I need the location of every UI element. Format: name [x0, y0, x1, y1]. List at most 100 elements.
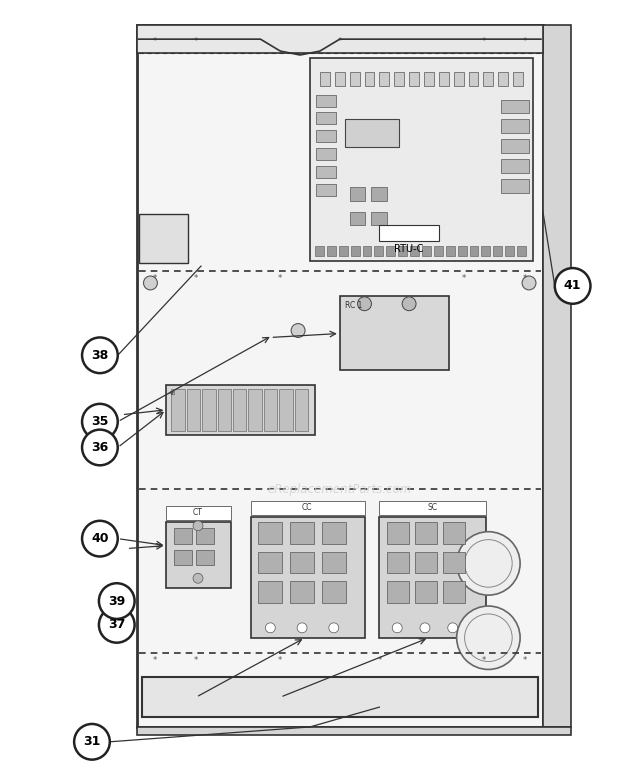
- Text: 37: 37: [108, 618, 125, 632]
- Bar: [517, 246, 526, 257]
- Bar: [233, 389, 246, 431]
- Text: *: *: [153, 656, 156, 665]
- Text: *: *: [523, 36, 527, 46]
- Bar: [443, 552, 464, 574]
- Bar: [484, 72, 494, 86]
- Bar: [294, 389, 308, 431]
- Bar: [187, 389, 200, 431]
- Bar: [454, 72, 464, 86]
- Bar: [166, 522, 231, 588]
- Bar: [196, 528, 214, 543]
- Circle shape: [99, 607, 135, 642]
- Circle shape: [392, 623, 402, 632]
- Bar: [316, 184, 336, 196]
- Text: *: *: [481, 36, 485, 46]
- Bar: [264, 389, 277, 431]
- Circle shape: [522, 276, 536, 290]
- Bar: [136, 26, 543, 53]
- Bar: [505, 246, 514, 257]
- Bar: [502, 140, 529, 153]
- Bar: [138, 214, 188, 264]
- Bar: [316, 130, 336, 143]
- Bar: [316, 166, 336, 178]
- Text: 31: 31: [83, 735, 100, 749]
- Text: 39: 39: [108, 594, 125, 608]
- Bar: [259, 552, 282, 574]
- Bar: [410, 246, 419, 257]
- Bar: [351, 246, 360, 257]
- Circle shape: [82, 337, 118, 373]
- Circle shape: [457, 532, 520, 595]
- Circle shape: [402, 297, 416, 311]
- Bar: [446, 246, 454, 257]
- Bar: [415, 552, 437, 574]
- Circle shape: [464, 539, 512, 587]
- Bar: [340, 296, 449, 370]
- Bar: [259, 581, 282, 603]
- Bar: [415, 581, 437, 603]
- Bar: [439, 72, 449, 86]
- Bar: [482, 246, 490, 257]
- Bar: [339, 246, 348, 257]
- Bar: [171, 389, 185, 431]
- Circle shape: [457, 606, 520, 670]
- Text: *: *: [278, 656, 282, 665]
- Bar: [379, 517, 487, 638]
- Bar: [422, 246, 431, 257]
- Circle shape: [74, 724, 110, 760]
- Bar: [322, 581, 346, 603]
- Bar: [424, 72, 434, 86]
- Text: 40: 40: [91, 532, 108, 545]
- Circle shape: [297, 623, 307, 632]
- Circle shape: [143, 276, 157, 290]
- Bar: [502, 100, 529, 113]
- Bar: [290, 581, 314, 603]
- Bar: [290, 522, 314, 543]
- Bar: [316, 112, 336, 124]
- Text: eReplacementParts.com: eReplacementParts.com: [268, 483, 412, 495]
- Circle shape: [82, 404, 118, 439]
- Text: *: *: [461, 274, 466, 284]
- Bar: [374, 246, 383, 257]
- Bar: [166, 506, 231, 520]
- Bar: [196, 549, 214, 566]
- Text: *: *: [377, 656, 381, 665]
- Bar: [498, 72, 508, 86]
- Bar: [502, 159, 529, 173]
- Bar: [322, 522, 346, 543]
- Bar: [371, 212, 388, 226]
- Bar: [259, 522, 282, 543]
- Circle shape: [420, 623, 430, 632]
- Text: *: *: [194, 274, 198, 284]
- Circle shape: [193, 574, 203, 584]
- Bar: [316, 95, 336, 106]
- Bar: [322, 552, 346, 574]
- Bar: [443, 581, 464, 603]
- Text: *: *: [481, 656, 485, 665]
- Bar: [141, 677, 538, 717]
- Bar: [388, 581, 409, 603]
- Bar: [388, 522, 409, 543]
- Text: 35: 35: [91, 415, 108, 429]
- Bar: [316, 148, 336, 160]
- Bar: [166, 385, 315, 435]
- Bar: [350, 187, 366, 201]
- Bar: [363, 246, 371, 257]
- Bar: [279, 389, 293, 431]
- Bar: [136, 727, 570, 735]
- Bar: [513, 72, 523, 86]
- Bar: [250, 517, 365, 638]
- Text: RC 1: RC 1: [345, 301, 362, 310]
- Circle shape: [99, 584, 135, 619]
- Bar: [345, 119, 399, 147]
- Bar: [398, 246, 407, 257]
- Text: *: *: [278, 274, 282, 284]
- Bar: [218, 389, 231, 431]
- Bar: [174, 549, 192, 566]
- Bar: [502, 119, 529, 133]
- Bar: [409, 72, 419, 86]
- Bar: [350, 212, 366, 226]
- Text: *: *: [338, 36, 342, 46]
- Bar: [290, 552, 314, 574]
- Bar: [469, 72, 479, 86]
